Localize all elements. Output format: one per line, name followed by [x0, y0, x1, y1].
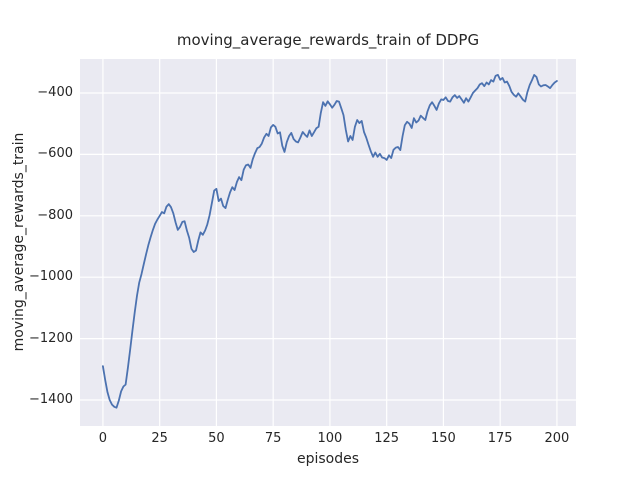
chart-title: moving_average_rewards_train of DDPG — [176, 31, 480, 49]
y-tick-label: −400 — [37, 84, 73, 100]
y-tick-label: −600 — [37, 146, 73, 162]
x-tick-label: 100 — [317, 431, 343, 446]
x-tick-label: 175 — [487, 431, 513, 446]
y-tick-label: −800 — [37, 207, 73, 223]
series-line — [101, 73, 558, 409]
x-tick-label: 50 — [208, 431, 225, 446]
x-tick-label: 150 — [431, 431, 456, 446]
x-tick-label: 0 — [98, 431, 108, 446]
y-tick-label: −1000 — [29, 269, 73, 285]
x-tick-label: 200 — [544, 431, 570, 446]
y-tick-label: −1400 — [29, 391, 73, 407]
x-tick-label: 75 — [264, 431, 282, 446]
x-tick-label: 125 — [374, 431, 400, 446]
y-tick-label: −1200 — [29, 330, 73, 346]
x-axis-label: episodes — [296, 451, 360, 467]
x-tick-label: 25 — [151, 431, 168, 446]
plot-area — [80, 59, 576, 426]
y-axis-label: moving_average_rewards_train — [11, 132, 27, 352]
line-chart — [80, 59, 576, 426]
